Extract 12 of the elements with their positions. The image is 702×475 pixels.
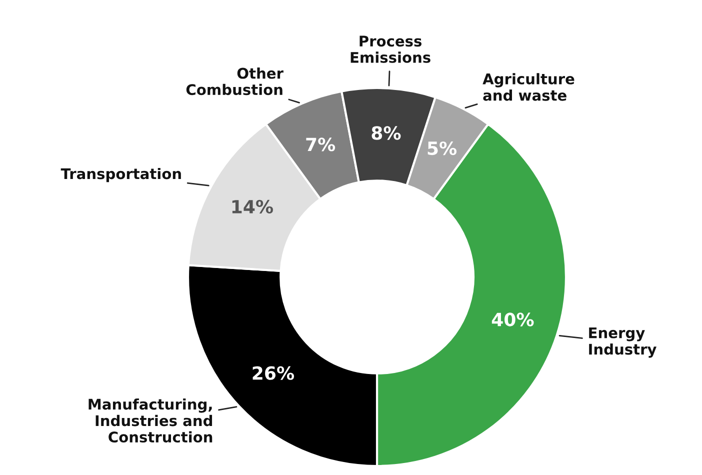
slice-label: Other Combustion xyxy=(186,68,284,96)
slice-label: Energy Industry xyxy=(589,327,656,358)
slice-label: Manufacturing, Industries and Construction xyxy=(88,398,212,443)
data-label: 40% xyxy=(492,312,534,326)
slice-label: Agriculture and waste xyxy=(482,73,574,101)
data-label: 26% xyxy=(252,366,294,380)
data-label: 14% xyxy=(232,200,273,214)
slice-label: Process Emissions xyxy=(350,36,430,63)
data-label: 7% xyxy=(306,138,336,152)
data-label: 8% xyxy=(372,126,401,140)
slice-label: Transportation xyxy=(60,168,181,182)
data-label: 5% xyxy=(428,141,457,156)
